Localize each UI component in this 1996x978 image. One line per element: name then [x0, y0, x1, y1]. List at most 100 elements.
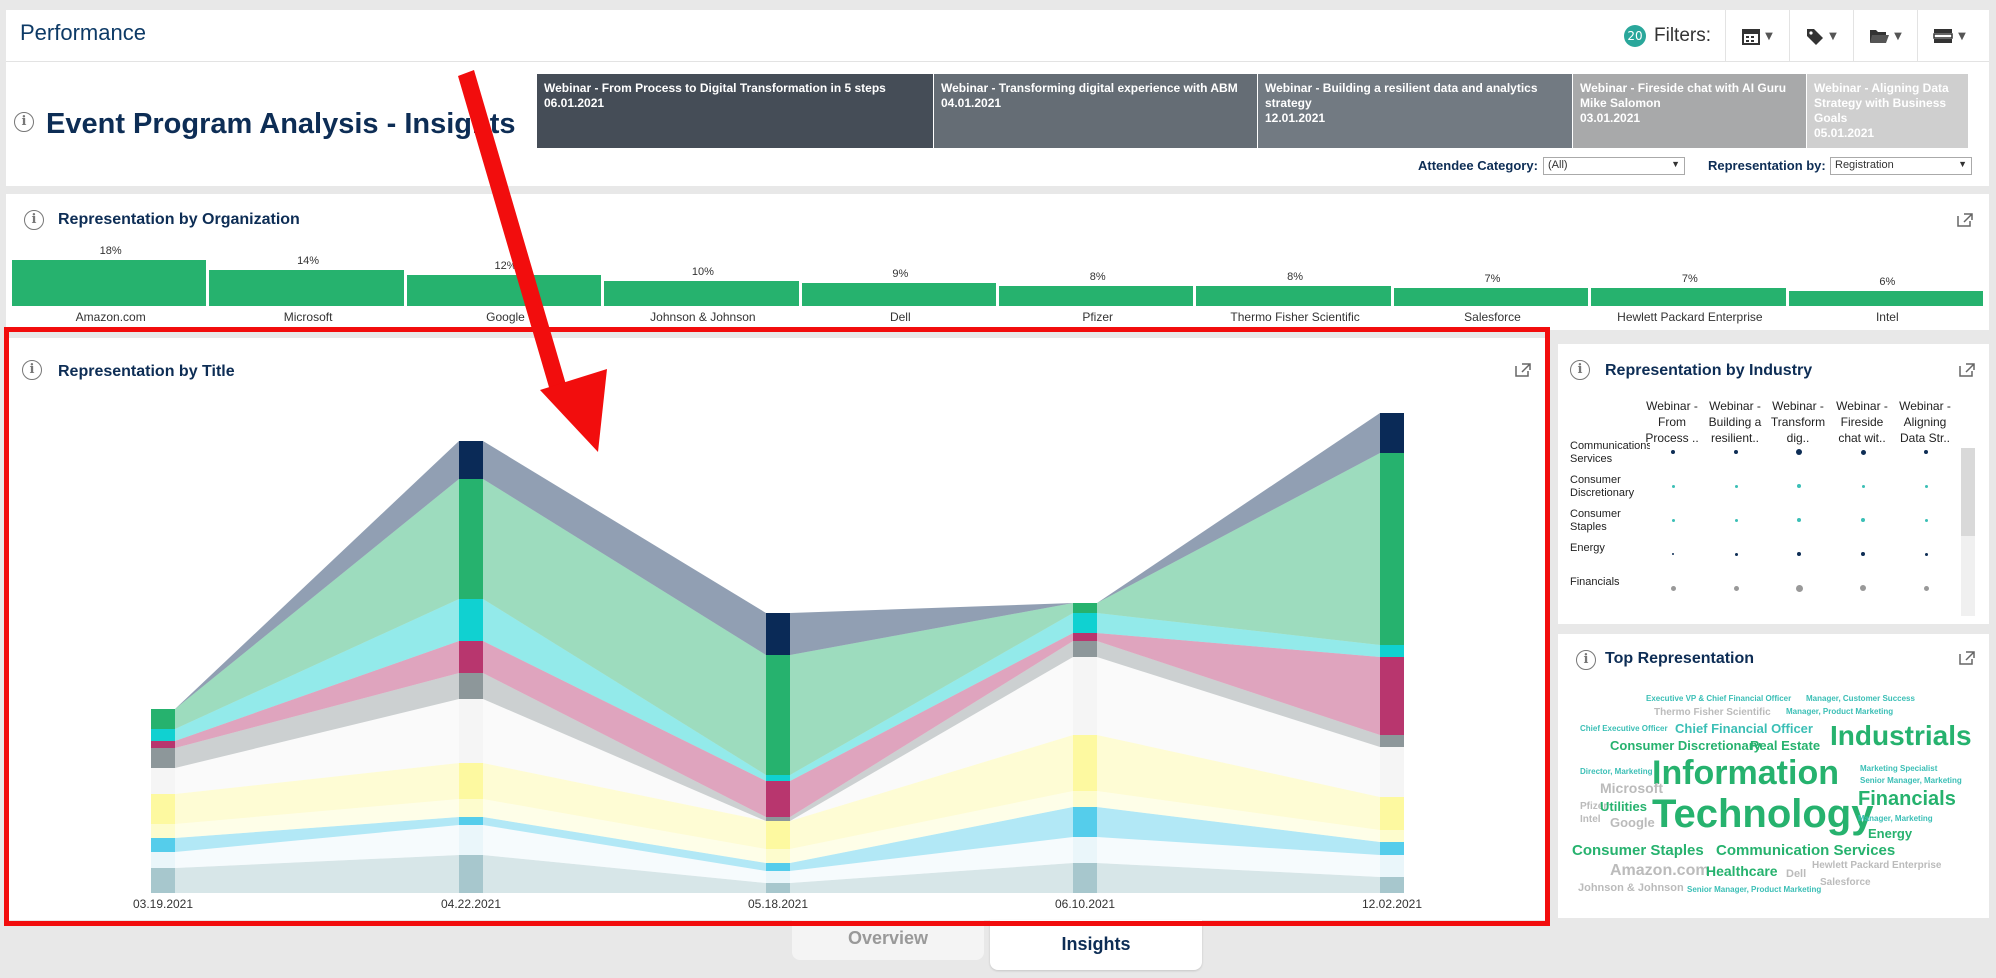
stack-segment[interactable]	[459, 763, 483, 799]
word-cloud-term[interactable]: Johnson & Johnson	[1578, 882, 1684, 894]
word-cloud-term[interactable]: Chief Executive Officer	[1580, 724, 1668, 733]
stack-segment[interactable]	[766, 655, 790, 775]
word-cloud-term[interactable]: Senior Manager, Product Marketing	[1687, 885, 1822, 894]
org-bar[interactable]	[999, 285, 1194, 306]
stack-segment[interactable]	[151, 794, 175, 824]
tab-insights[interactable]: Insights	[990, 920, 1202, 970]
external-link-icon[interactable]	[1514, 362, 1532, 378]
scrollbar-thumb[interactable]	[1961, 448, 1975, 536]
industry-dot[interactable]	[1924, 518, 1928, 522]
stack-segment[interactable]	[459, 855, 483, 893]
industry-dot[interactable]	[1924, 450, 1928, 454]
org-bar[interactable]	[406, 275, 602, 306]
industry-dot[interactable]	[1860, 449, 1866, 455]
org-bar[interactable]	[1393, 288, 1589, 306]
word-cloud-term[interactable]: Salesforce	[1820, 877, 1871, 888]
word-cloud-term[interactable]: Intel	[1580, 814, 1601, 825]
external-link-icon[interactable]	[1958, 650, 1976, 666]
stack-segment[interactable]	[766, 613, 790, 655]
word-cloud-term[interactable]: Manager, Customer Success	[1806, 694, 1915, 703]
webinar-tab-5[interactable]: Webinar - Aligning Data Strategy with Bu…	[1807, 74, 1968, 148]
stack-segment[interactable]	[1073, 603, 1097, 613]
word-cloud-term[interactable]: Energy	[1868, 826, 1913, 841]
word-cloud-term[interactable]: Consumer Discretionary	[1610, 738, 1761, 753]
word-cloud-term[interactable]: Utilities	[1600, 799, 1647, 814]
stack-segment[interactable]	[1380, 877, 1404, 893]
stack-segment[interactable]	[1380, 453, 1404, 645]
word-cloud-term[interactable]: Manager, Product Marketing	[1786, 707, 1894, 716]
stack-segment[interactable]	[151, 868, 175, 893]
info-icon[interactable]: i	[1576, 650, 1596, 670]
stack-segment[interactable]	[1073, 791, 1097, 807]
stack-segment[interactable]	[766, 817, 790, 821]
calendar-filter-button[interactable]: ▼	[1725, 10, 1789, 62]
stack-segment[interactable]	[1073, 837, 1097, 863]
stack-segment[interactable]	[151, 768, 175, 794]
stack-segment[interactable]	[151, 838, 175, 852]
stack-segment[interactable]	[766, 849, 790, 863]
industry-dot[interactable]	[1797, 518, 1801, 522]
stack-segment[interactable]	[151, 709, 175, 729]
word-cloud-term[interactable]: Dell	[1786, 868, 1807, 880]
stack-segment[interactable]	[1073, 657, 1097, 735]
tab-overview[interactable]: Overview	[792, 920, 984, 960]
stack-segment[interactable]	[1073, 863, 1097, 893]
stack-segment[interactable]	[1380, 645, 1404, 657]
industry-dot[interactable]	[1860, 585, 1866, 591]
stack-segment[interactable]	[766, 821, 790, 849]
industry-dot[interactable]	[1924, 552, 1928, 556]
info-icon[interactable]: i	[24, 210, 44, 230]
word-cloud-term[interactable]: Chief Financial Officer	[1675, 721, 1813, 736]
word-cloud-term[interactable]: Healthcare	[1706, 863, 1778, 879]
stack-segment[interactable]	[459, 699, 483, 763]
word-cloud-term[interactable]: Technology	[1652, 792, 1874, 836]
industry-dot[interactable]	[1671, 552, 1675, 556]
stack-segment[interactable]	[151, 852, 175, 868]
word-cloud-term[interactable]: Director, Marketing	[1580, 767, 1653, 776]
stack-segment[interactable]	[1073, 633, 1097, 641]
stack-segment[interactable]	[766, 883, 790, 893]
tag-filter-button[interactable]: ▼	[1789, 10, 1853, 62]
word-cloud-term[interactable]: Industrials	[1830, 720, 1972, 751]
industry-dot[interactable]	[1671, 518, 1675, 522]
industry-dot[interactable]	[1861, 518, 1865, 522]
industry-dot[interactable]	[1795, 584, 1803, 592]
stack-segment[interactable]	[766, 871, 790, 883]
industry-dot[interactable]	[1861, 484, 1865, 488]
word-cloud-term[interactable]: Hewlett Packard Enterprise	[1812, 860, 1942, 871]
stack-segment[interactable]	[766, 775, 790, 781]
webinar-tab-1[interactable]: Webinar - From Process to Digital Transf…	[537, 74, 933, 148]
webinar-tab-2[interactable]: Webinar - Transforming digital experienc…	[934, 74, 1257, 148]
stack-segment[interactable]	[1073, 735, 1097, 791]
industry-dot[interactable]	[1797, 552, 1801, 556]
industry-dot[interactable]	[1734, 552, 1738, 556]
stack-segment[interactable]	[459, 825, 483, 855]
word-cloud-term[interactable]: Real Estate	[1750, 738, 1821, 753]
stack-segment[interactable]	[459, 799, 483, 817]
word-cloud-term[interactable]: Amazon.com	[1610, 862, 1710, 879]
industry-dot[interactable]	[1734, 484, 1738, 488]
org-bar[interactable]	[604, 280, 799, 306]
word-cloud-term[interactable]: Microsoft	[1600, 780, 1663, 796]
industry-dot[interactable]	[1861, 552, 1865, 556]
org-bar[interactable]	[209, 270, 404, 306]
stack-segment[interactable]	[459, 479, 483, 599]
stack-segment[interactable]	[1380, 855, 1404, 877]
info-icon[interactable]: i	[22, 360, 42, 380]
stack-segment[interactable]	[766, 781, 790, 817]
word-cloud-term[interactable]: Marketing Specialist	[1860, 764, 1938, 773]
industry-dot[interactable]	[1797, 484, 1801, 488]
org-bar[interactable]	[1591, 288, 1786, 306]
word-cloud-term[interactable]: Manager, Marketing	[1858, 814, 1933, 823]
word-cloud-term[interactable]: Financials	[1858, 788, 1956, 810]
industry-dot[interactable]	[1734, 518, 1738, 522]
industry-dot[interactable]	[1923, 585, 1929, 591]
representation-by-select[interactable]: Registration ▼	[1830, 157, 1972, 175]
industry-dot[interactable]	[1734, 450, 1738, 454]
stack-segment[interactable]	[459, 441, 483, 479]
info-icon[interactable]: i	[14, 112, 34, 132]
word-cloud-term[interactable]: Consumer Staples	[1572, 842, 1704, 859]
stack-segment[interactable]	[151, 824, 175, 838]
word-cloud-term[interactable]: Thermo Fisher Scientific	[1654, 707, 1771, 718]
stack-segment[interactable]	[1380, 797, 1404, 830]
